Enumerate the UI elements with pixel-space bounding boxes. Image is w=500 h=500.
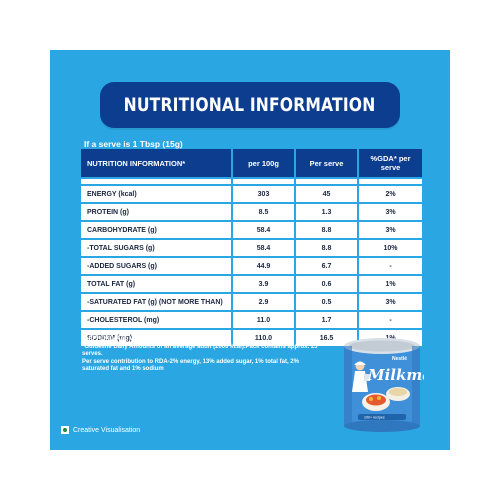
nutrition-panel: NUTRITIONAL INFORMATION If a serve is 1 … (50, 50, 450, 450)
value-gda: - (359, 312, 422, 328)
nutrient-label: PROTEIN (g) (81, 204, 231, 220)
value-gda: 3% (359, 204, 422, 220)
table-spacer (81, 179, 422, 184)
table-row: -ADDED SUGARS (g) 44.9 6.7 - (81, 258, 422, 274)
value-per-serve: 0.6 (296, 276, 357, 292)
can-lid-inner (349, 340, 415, 352)
value-gda: 2% (359, 186, 422, 202)
table-row: ENERGY (kcal) 303 45 2% (81, 186, 422, 202)
title-banner: NUTRITIONAL INFORMATION (100, 82, 400, 128)
nestle-logo-text: Nestlé (392, 356, 407, 362)
value-per-100g: 2.9 (233, 294, 294, 310)
table-row: -TOTAL SUGARS (g) 58.4 8.8 10% (81, 240, 422, 256)
value-gda: 10% (359, 240, 422, 256)
value-per-serve: 45 (296, 186, 357, 202)
value-per-serve: 6.7 (296, 258, 357, 274)
value-per-100g: 8.5 (233, 204, 294, 220)
column-header-nutrient: NUTRITION INFORMATION* (81, 149, 231, 177)
tagline-stripe (358, 414, 406, 420)
table-row: SODIUM (mg) 110.0 16.5 1% (81, 330, 422, 346)
value-per-serve: 0.5 (296, 294, 357, 310)
veg-symbol-icon (61, 426, 69, 434)
visual-note-text: Creative Visualisation (73, 426, 141, 434)
column-header-per-serve: Per serve (296, 149, 357, 177)
tagline-text: 100+ recipes (364, 416, 385, 420)
footnote-rda: Per serve contribution to RDA-2% energy,… (82, 358, 299, 373)
value-per-100g: 3.9 (233, 276, 294, 292)
table-row: -CHOLESTEROL (mg) 11.0 1.7 - (81, 312, 422, 328)
nutrition-table: NUTRITION INFORMATION* per 100g Per serv… (79, 147, 424, 348)
value-gda: 1% (359, 276, 422, 292)
value-per-serve: 8.8 (296, 222, 357, 238)
value-per-100g: 110.0 (233, 330, 294, 346)
value-per-serve: 1.3 (296, 204, 357, 220)
footnotes: *APPROXIMATE VALUES *Guideline Daily Amo… (82, 336, 327, 374)
value-per-100g: 11.0 (233, 312, 294, 328)
nutrient-label: SODIUM (mg) (81, 330, 231, 346)
value-per-serve: 8.8 (296, 240, 357, 256)
table-row: -SATURATED FAT (g) (NOT MORE THAN) 2.9 0… (81, 294, 422, 310)
value-per-serve: 1.7 (296, 312, 357, 328)
column-header-per-100g: per 100g (233, 149, 294, 177)
value-per-serve: 16.5 (296, 330, 357, 346)
creative-visualisation-note: Creative Visualisation (61, 426, 140, 434)
value-per-100g: 58.4 (233, 222, 294, 238)
can-bottom (344, 420, 420, 432)
nutrient-label: CARBOHYDRATE (g) (81, 222, 231, 238)
can-shade-right (412, 346, 420, 426)
value-gda: - (359, 258, 422, 274)
milkmaid-can-image: Nestlé Milkmaid 100+ recipes (344, 338, 424, 432)
milkmaid-figure-icon (352, 361, 370, 392)
footnote-gda: *Guideline Daily Amounts of an average a… (82, 343, 318, 358)
table-row: TOTAL FAT (g) 3.9 0.6 1% (81, 276, 422, 292)
value-gda: 3% (359, 222, 422, 238)
value-per-100g: 58.4 (233, 240, 294, 256)
can-shade-left (344, 346, 352, 426)
milkmaid-brand-text: Milkmaid (367, 366, 424, 384)
column-header-gda: %GDA* per serve (359, 149, 422, 177)
footnote-approx: *APPROXIMATE VALUES (82, 336, 154, 342)
nutrient-label: -SATURATED FAT (g) (NOT MORE THAN) (81, 294, 231, 310)
page-title: NUTRITIONAL INFORMATION (124, 94, 376, 116)
nutrient-label: -CHOLESTEROL (mg) (81, 312, 231, 328)
nutrient-label: TOTAL FAT (g) (81, 276, 231, 292)
table-row: CARBOHYDRATE (g) 58.4 8.8 3% (81, 222, 422, 238)
value-gda: 3% (359, 294, 422, 310)
table-row: PROTEIN (g) 8.5 1.3 3% (81, 204, 422, 220)
value-per-100g: 303 (233, 186, 294, 202)
nutrient-label: -ADDED SUGARS (g) (81, 258, 231, 274)
nutrient-label: -TOTAL SUGARS (g) (81, 240, 231, 256)
value-per-100g: 44.9 (233, 258, 294, 274)
nutrient-label: ENERGY (kcal) (81, 186, 231, 202)
table-header-row: NUTRITION INFORMATION* per 100g Per serv… (81, 149, 422, 177)
serve-size-note: If a serve is 1 Tbsp (15g) (84, 139, 183, 149)
